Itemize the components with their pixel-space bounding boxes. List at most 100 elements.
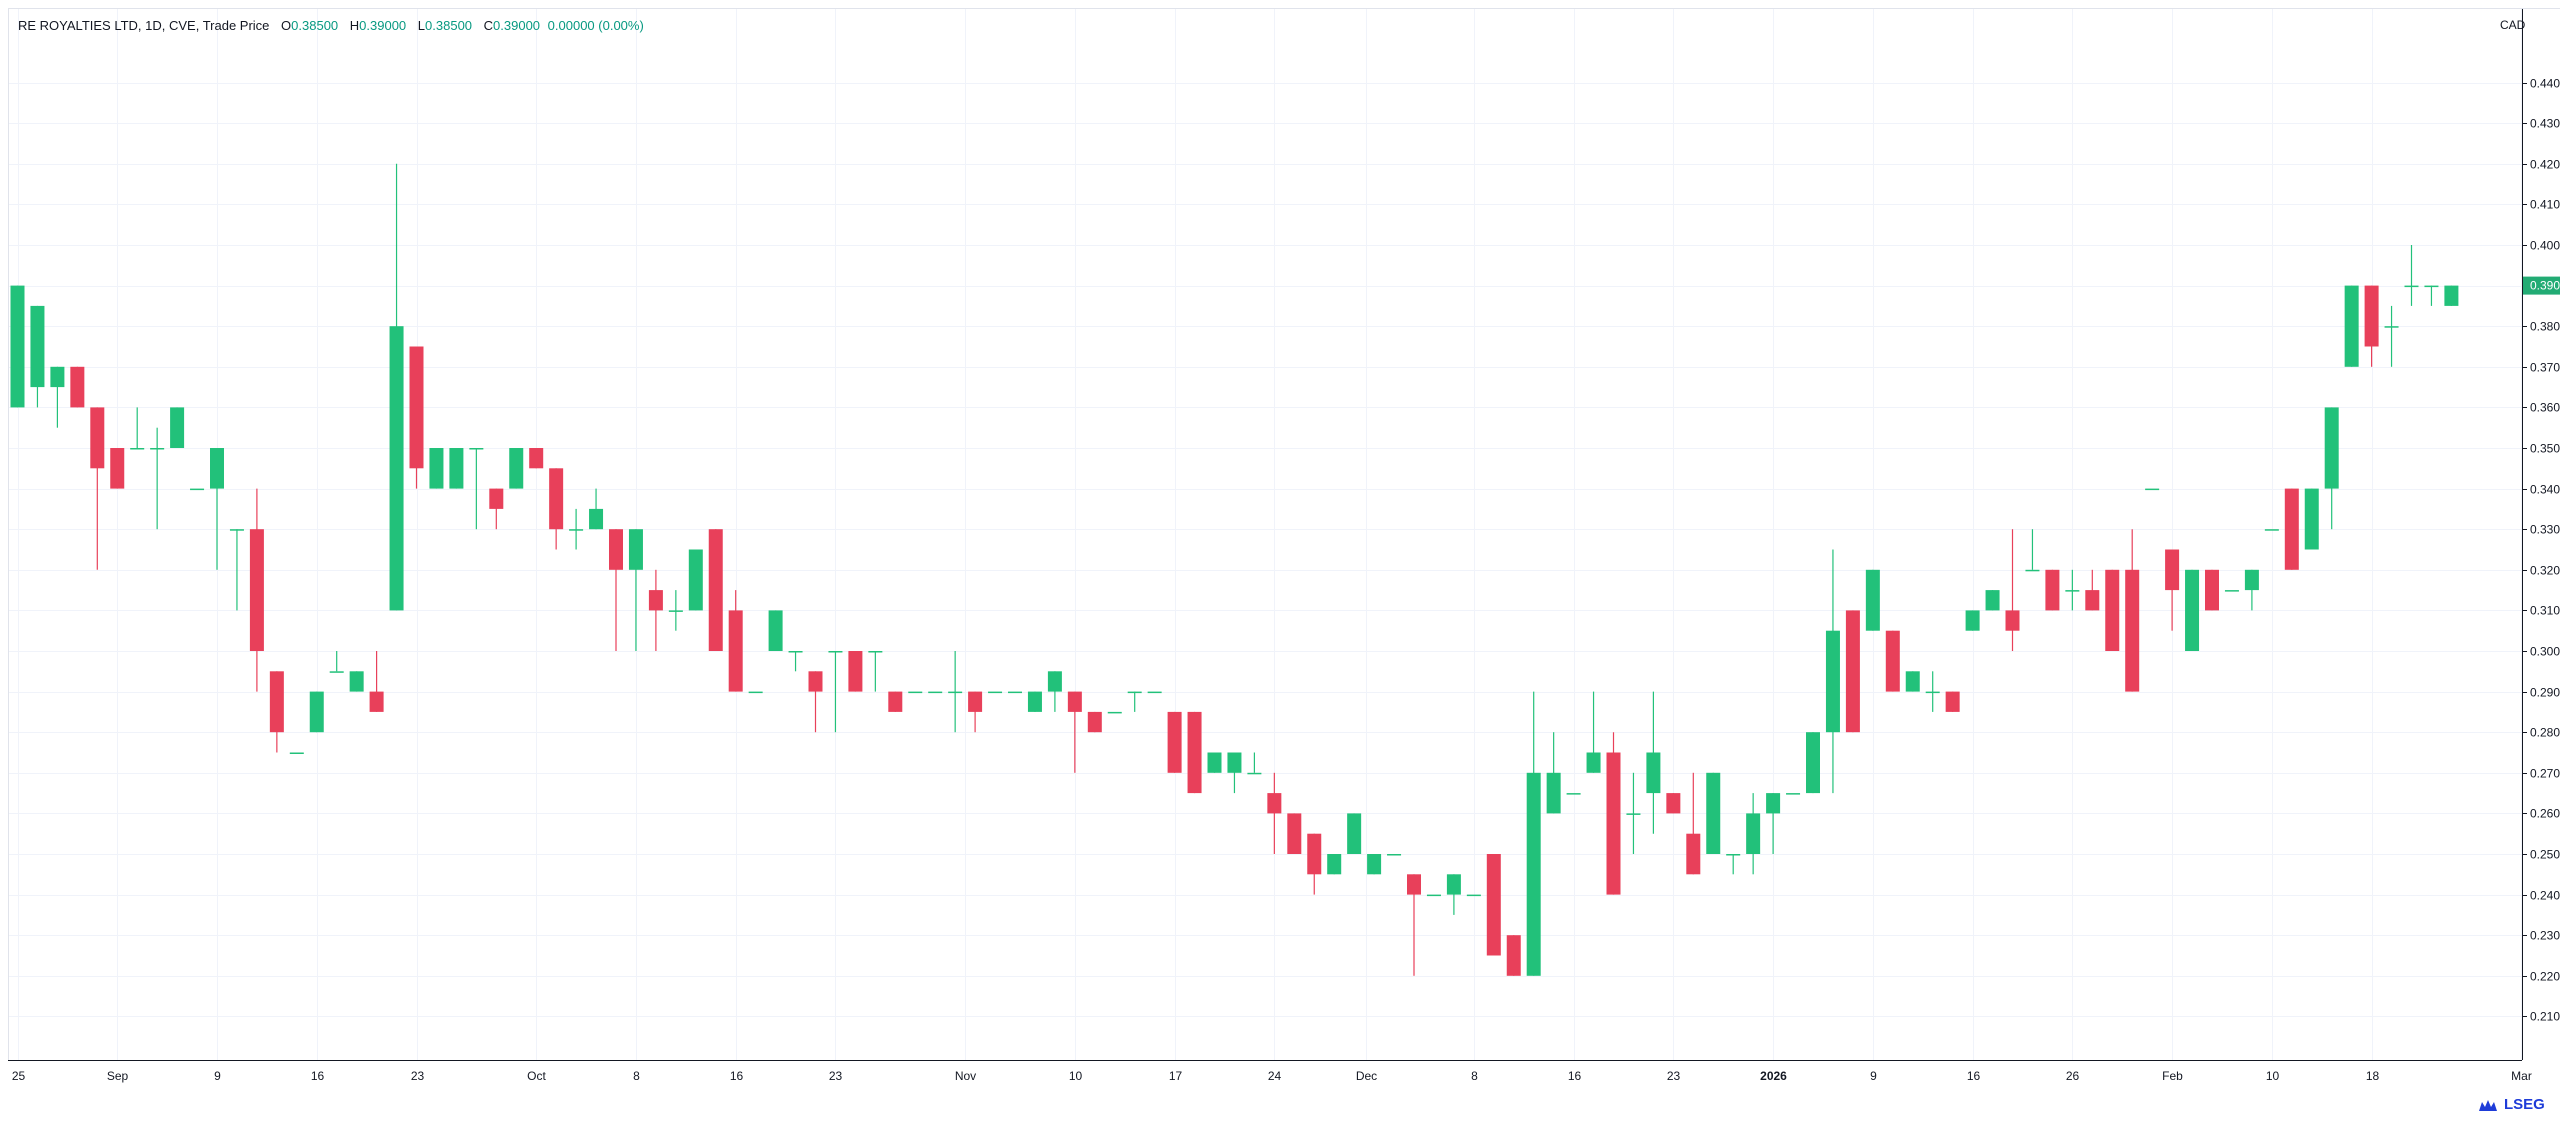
candle-body	[1965, 610, 1980, 631]
candle	[1426, 894, 1441, 897]
candle-body	[808, 671, 823, 692]
candle-body	[1806, 732, 1820, 794]
candle	[1825, 549, 1840, 794]
candle-body	[329, 671, 344, 673]
candle	[1626, 772, 1641, 854]
candle-body	[2125, 569, 2140, 692]
y-tick-label: 0.29000	[2530, 686, 2560, 700]
y-tick-label: 0.41000	[2530, 198, 2560, 212]
y-tick-label: 0.36000	[2530, 401, 2560, 415]
candle-body	[2065, 590, 2080, 592]
candle-body	[309, 691, 324, 733]
candle-body	[1107, 711, 1122, 714]
candle-body	[1267, 793, 1282, 814]
candle	[1586, 691, 1601, 773]
candle-body	[2364, 285, 2379, 347]
candle	[1686, 772, 1701, 875]
candle	[2404, 245, 2419, 306]
candle-body	[1606, 752, 1621, 895]
candle	[2284, 488, 2299, 570]
x-tick-label: 26	[2066, 1069, 2080, 1083]
candle	[1027, 691, 1042, 712]
lseg-logo-icon	[2479, 1099, 2497, 1111]
open-value: 0.38500	[291, 18, 339, 33]
candle	[569, 508, 584, 550]
candle-body	[90, 407, 105, 469]
candle-body	[409, 346, 424, 469]
candles-layer	[10, 163, 2459, 976]
candle-body	[1027, 691, 1042, 712]
candle-body	[1207, 752, 1222, 773]
candle	[2344, 285, 2359, 367]
candle	[1746, 793, 1761, 875]
lseg-logo-text: LSEG	[2504, 1096, 2545, 1113]
y-tick-label: 0.25000	[2530, 848, 2560, 862]
symbol-title: RE ROYALTIES LTD, 1D, CVE, Trade Price	[18, 18, 270, 33]
candle	[2125, 529, 2140, 692]
candle	[1327, 854, 1342, 875]
y-tick-label: 0.35000	[2530, 442, 2560, 456]
candle-body	[429, 448, 444, 489]
candle	[1307, 833, 1322, 895]
candle	[1566, 793, 1581, 795]
candle-body	[229, 529, 244, 531]
candle	[668, 590, 683, 631]
candle-body	[2284, 488, 2299, 570]
candle-body	[2384, 326, 2399, 328]
candle-body	[2304, 488, 2319, 550]
candle-body	[589, 508, 604, 530]
candle	[549, 468, 564, 550]
lseg-logo: LSEG	[2478, 1096, 2545, 1113]
candle-body	[2005, 610, 2020, 631]
candle	[1067, 691, 1082, 773]
y-tick-label: 0.30000	[2530, 645, 2560, 659]
x-tick-label: 8	[1471, 1069, 1478, 1083]
candle-body	[1067, 691, 1082, 712]
candle-body	[2404, 285, 2419, 288]
candle-body	[1387, 854, 1402, 856]
candle	[868, 651, 883, 692]
candle-body	[30, 305, 45, 388]
candle-body	[1646, 752, 1661, 794]
x-tick-label: 9	[214, 1069, 221, 1083]
candle	[688, 549, 703, 611]
y-tick-label: 0.22000	[2530, 970, 2560, 984]
x-tick-label: 10	[2266, 1069, 2280, 1083]
y-tick-label: 0.40000	[2530, 239, 2560, 253]
low-value: 0.38500	[425, 18, 473, 33]
candle	[389, 163, 404, 611]
candle-body	[10, 285, 25, 408]
close-value: 0.39000	[493, 18, 541, 33]
x-tick-label: 23	[1667, 1069, 1681, 1083]
candle-body	[888, 691, 903, 712]
candle	[2185, 569, 2200, 651]
candle-body	[2344, 285, 2359, 367]
candle	[1047, 671, 1062, 712]
candle-body	[170, 407, 185, 448]
x-tick-label: 9	[1870, 1069, 1877, 1083]
candle-body	[1726, 854, 1741, 856]
candle	[708, 529, 723, 651]
candle-body	[2145, 488, 2160, 491]
candle-body	[768, 610, 783, 651]
candle-body	[569, 529, 584, 531]
x-tick-label: 16	[1967, 1069, 1981, 1083]
candle-body	[1426, 894, 1441, 897]
candle-body	[110, 448, 125, 489]
y-tick-label: 0.42000	[2530, 158, 2560, 172]
candle	[489, 488, 504, 530]
candle	[1446, 874, 1461, 915]
candle	[1965, 610, 1980, 631]
candle	[1127, 691, 1142, 712]
x-tick-label: 17	[1169, 1069, 1183, 1083]
candle	[1267, 772, 1282, 854]
change-value: 0.00000 (0.00%)	[547, 18, 644, 33]
candle-body	[868, 651, 883, 653]
candle	[1786, 793, 1801, 795]
candle-body	[1466, 894, 1481, 897]
candle	[1407, 874, 1421, 976]
x-tick-label: 25	[12, 1069, 26, 1083]
candle	[2045, 569, 2060, 611]
